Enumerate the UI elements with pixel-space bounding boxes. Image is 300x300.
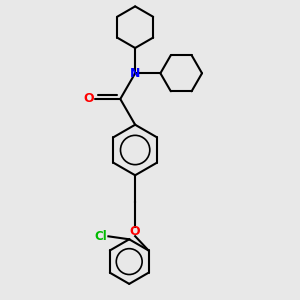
Text: Cl: Cl (94, 230, 107, 243)
Text: N: N (130, 67, 140, 80)
Text: O: O (83, 92, 94, 106)
Text: O: O (130, 225, 140, 238)
